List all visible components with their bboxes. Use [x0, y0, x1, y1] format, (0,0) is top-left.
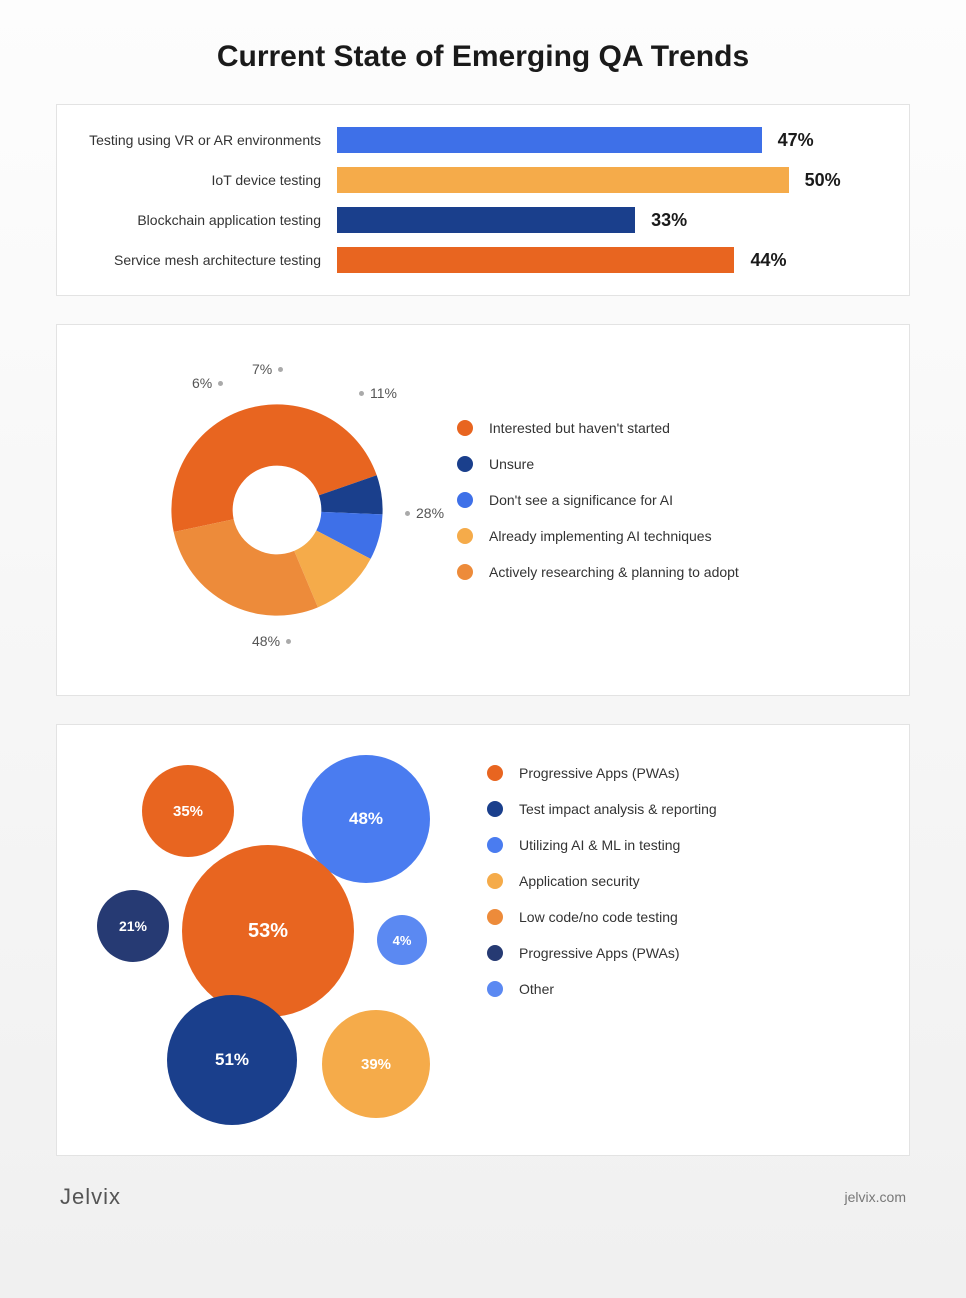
legend-item: Test impact analysis & reporting [487, 801, 879, 817]
bar-value: 33% [651, 210, 687, 231]
legend-swatch [457, 564, 473, 580]
donut-slice-label: 11% [353, 385, 397, 401]
legend-swatch [457, 456, 473, 472]
legend-label: Progressive Apps (PWAs) [519, 765, 680, 781]
bar-value: 44% [750, 250, 786, 271]
bar-row: IoT device testing 50% [87, 167, 879, 193]
bar-row: Blockchain application testing 33% [87, 207, 879, 233]
legend-label: Other [519, 981, 554, 997]
bar-row: Testing using VR or AR environments 47% [87, 127, 879, 153]
bar [337, 127, 762, 153]
legend-swatch [457, 420, 473, 436]
legend-label: Application security [519, 873, 640, 889]
bar-chart-panel: Testing using VR or AR environments 47% Io… [56, 104, 910, 296]
legend-item: Interested but haven't started [457, 420, 879, 436]
legend-item: Unsure [457, 456, 879, 472]
legend-label: Test impact analysis & reporting [519, 801, 717, 817]
bar-label: Service mesh architecture testing [87, 251, 337, 269]
donut-slice-label: 28% [399, 505, 444, 521]
legend-label: Progressive Apps (PWAs) [519, 945, 680, 961]
bar-label: Testing using VR or AR environments [87, 131, 337, 149]
bar-label: Blockchain application testing [87, 211, 337, 229]
legend-swatch [457, 492, 473, 508]
legend-swatch [487, 837, 503, 853]
bubble: 4% [377, 915, 427, 965]
legend-item: Progressive Apps (PWAs) [487, 945, 879, 961]
donut-chart-panel: 48% 6% 7% 11% 28% Interested but haven't sta… [56, 324, 910, 696]
legend-label: Utilizing AI & ML in testing [519, 837, 680, 853]
donut-slice-label: 7% [252, 361, 289, 377]
donut-chart: 48% 6% 7% 11% 28% [97, 355, 457, 665]
bubble-legend: Progressive Apps (PWAs) Test impact analy… [487, 755, 879, 1017]
bubble: 35% [142, 765, 234, 857]
bubble: 51% [167, 995, 297, 1125]
legend-item: Actively researching & planning to adopt [457, 564, 879, 580]
legend-swatch [487, 765, 503, 781]
legend-item: Application security [487, 873, 879, 889]
bubble: 21% [97, 890, 169, 962]
bar-row: Service mesh architecture testing 44% [87, 247, 879, 273]
donut-slice-label: 48% [252, 633, 297, 649]
bubble-chart: 35%48%21%53%4%51%39% [87, 755, 487, 1125]
brand-logo: Jelvix [60, 1184, 121, 1210]
legend-item: Progressive Apps (PWAs) [487, 765, 879, 781]
bar [337, 247, 734, 273]
bubble: 53% [182, 845, 354, 1017]
footer: Jelvix jelvix.com [56, 1184, 910, 1210]
bar-label: IoT device testing [87, 171, 337, 189]
legend-swatch [487, 801, 503, 817]
legend-item: Don't see a significance for AI [457, 492, 879, 508]
bar [337, 207, 635, 233]
donut-slice-label: 6% [192, 375, 229, 391]
bar [337, 167, 789, 193]
bar-value: 50% [805, 170, 841, 191]
legend-item: Already implementing AI techniques [457, 528, 879, 544]
legend-swatch [487, 909, 503, 925]
legend-label: Actively researching & planning to adopt [489, 564, 739, 580]
legend-label: Unsure [489, 456, 534, 472]
legend-label: Low code/no code testing [519, 909, 678, 925]
legend-swatch [487, 873, 503, 889]
bar-value: 47% [778, 130, 814, 151]
donut-slice [174, 519, 318, 615]
legend-label: Interested but haven't started [489, 420, 670, 436]
legend-swatch [457, 528, 473, 544]
legend-item: Utilizing AI & ML in testing [487, 837, 879, 853]
bubble: 39% [322, 1010, 430, 1118]
legend-label: Already implementing AI techniques [489, 528, 712, 544]
bubble-chart-panel: 35%48%21%53%4%51%39% Progressive Apps (P… [56, 724, 910, 1156]
page-title: Current State of Emerging QA Trends [56, 40, 910, 74]
legend-swatch [487, 945, 503, 961]
brand-url: jelvix.com [845, 1189, 906, 1205]
legend-item: Other [487, 981, 879, 997]
legend-item: Low code/no code testing [487, 909, 879, 925]
donut-legend: Interested but haven't started Unsure Don'… [457, 420, 879, 600]
legend-label: Don't see a significance for AI [489, 492, 673, 508]
legend-swatch [487, 981, 503, 997]
